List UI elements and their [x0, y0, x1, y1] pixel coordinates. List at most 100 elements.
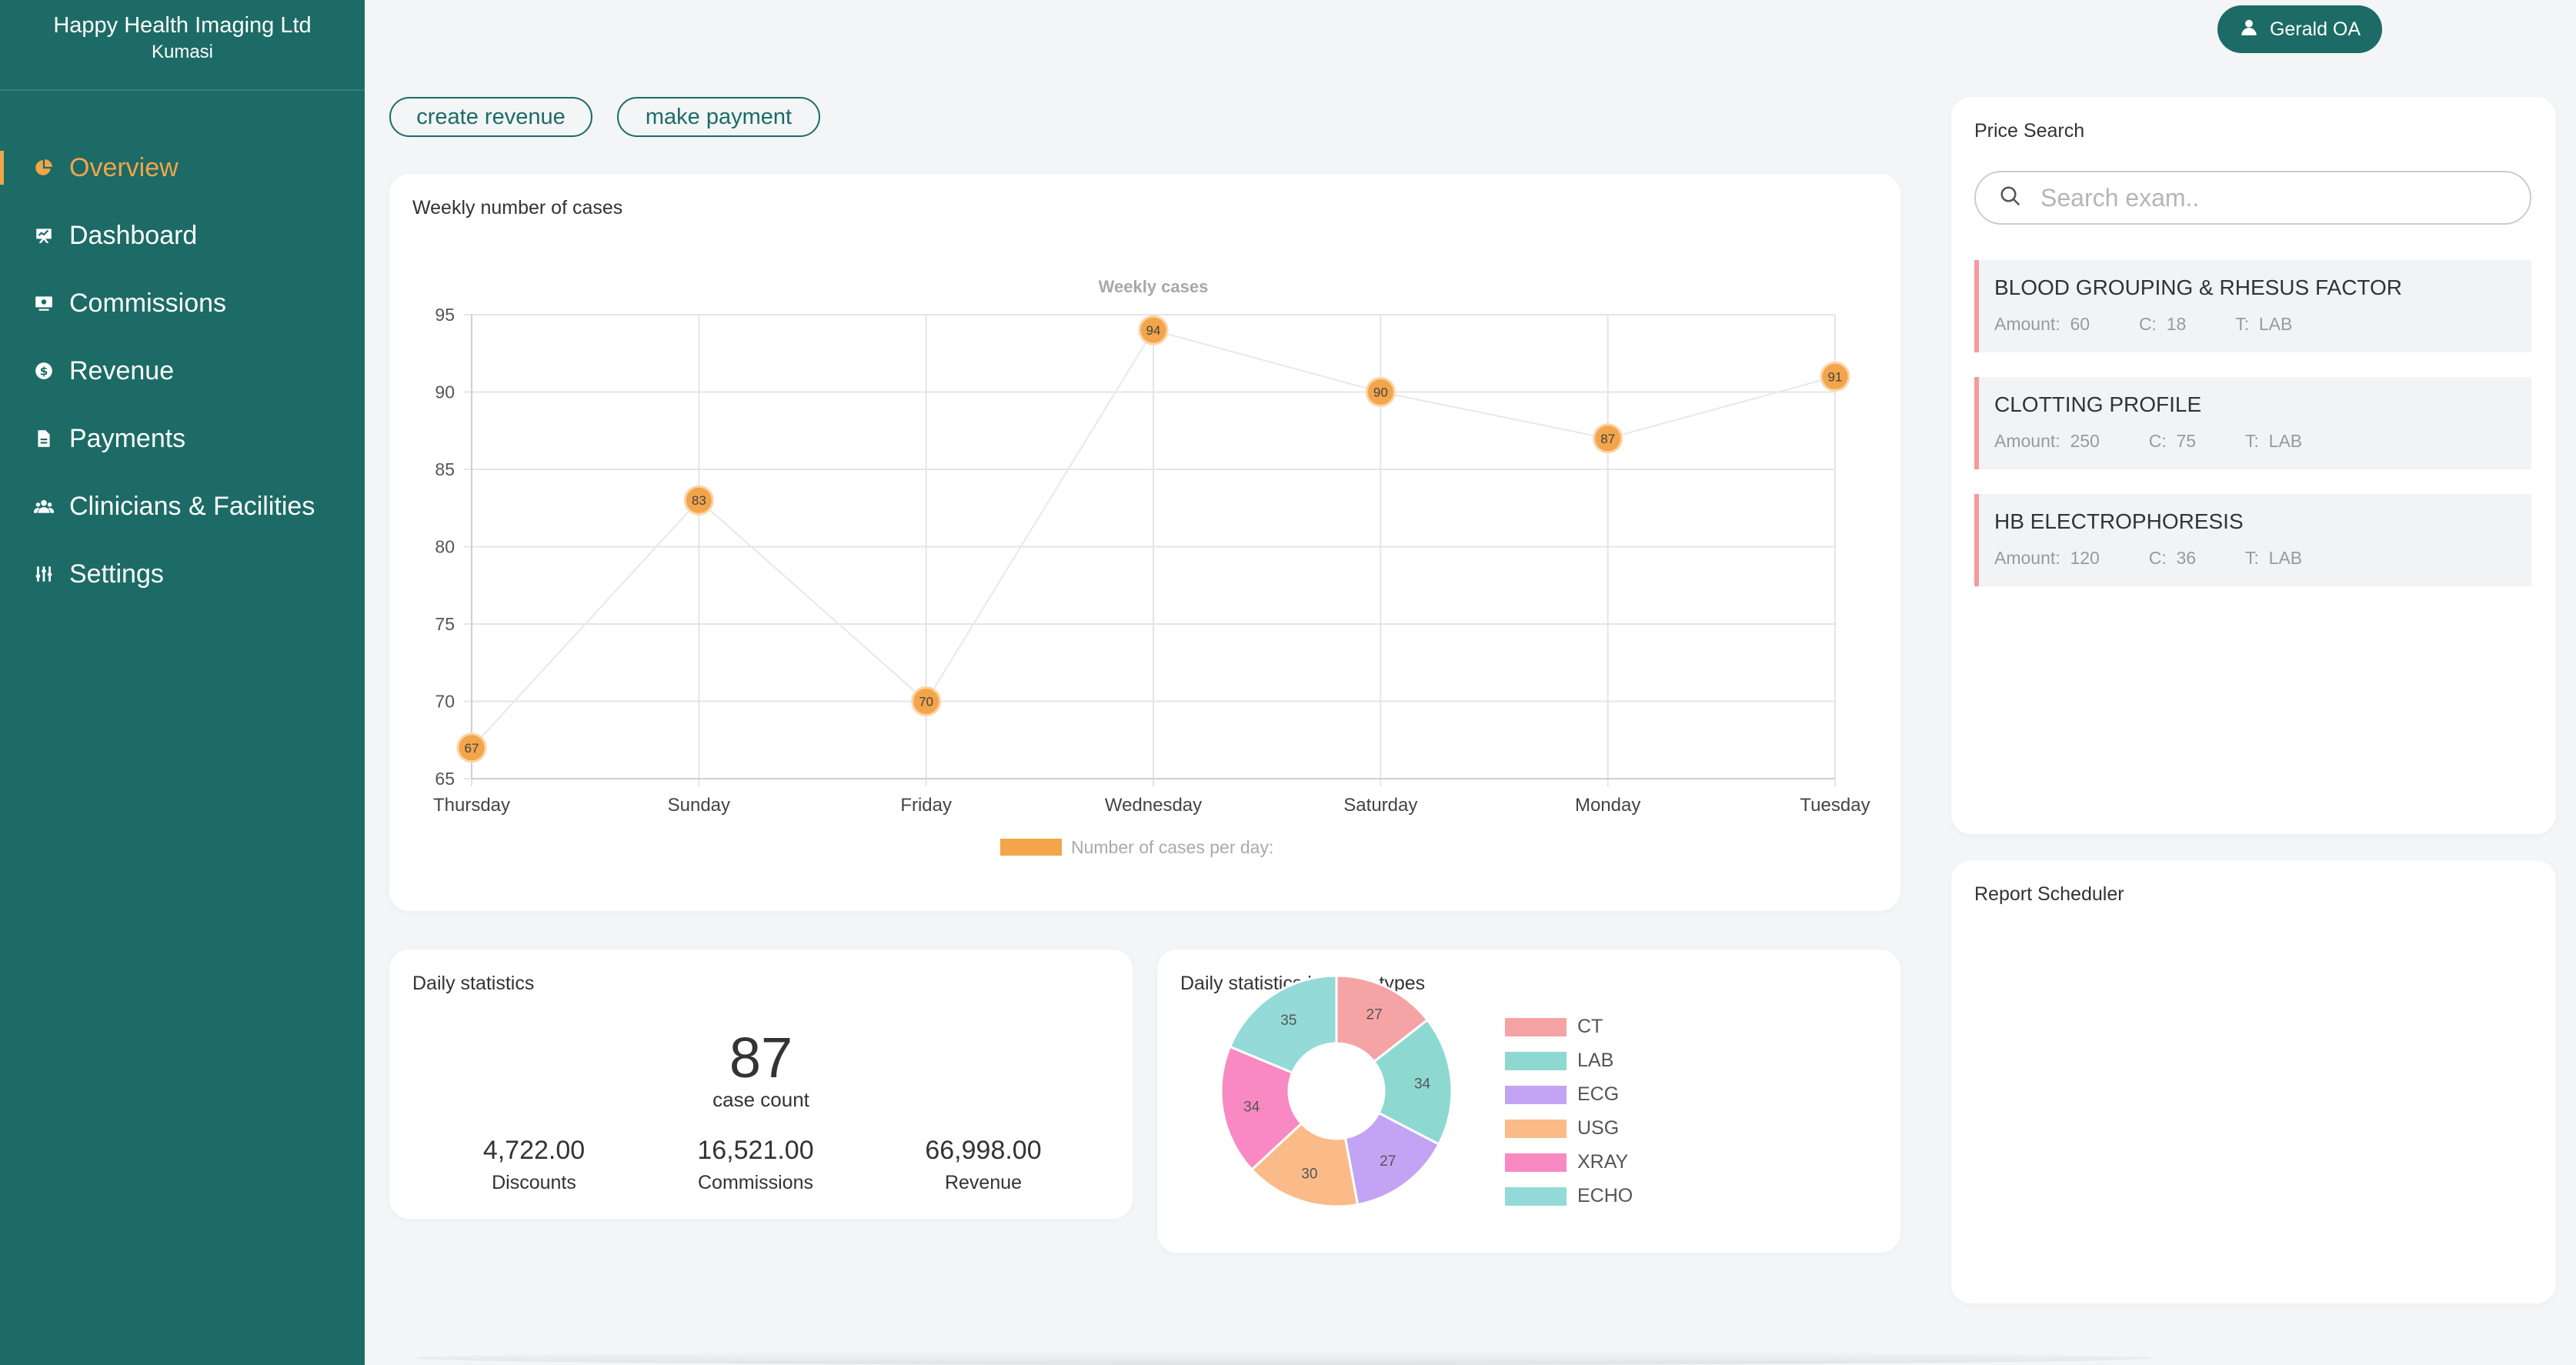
c-value: 36 — [2176, 548, 2197, 568]
pie-slice — [1335, 974, 1430, 1063]
t-label: T: — [2245, 431, 2259, 451]
commissions-stat: 16,521.00 Commissions — [632, 1136, 879, 1194]
search-icon — [1999, 185, 2022, 212]
sidebar-item-payments[interactable]: Payments — [0, 405, 365, 472]
y-tick-label: 65 — [435, 769, 455, 789]
legend-item[interactable]: LAB — [1505, 1050, 1613, 1072]
legend-label: ECG — [1577, 1083, 1620, 1105]
sidebar-item-label: Payments — [69, 423, 186, 453]
daily-statistics-card: Daily statistics 87 case count 4,722.00 … — [389, 949, 1133, 1219]
legend-label: Number of cases per day: — [1071, 837, 1273, 857]
legend-item[interactable]: XRAY — [1505, 1151, 1628, 1173]
sidebar-item-label: Revenue — [69, 355, 175, 385]
exam-name: BLOOD GROUPING & RHESUS FACTOR — [1994, 275, 2403, 299]
c-label: C: — [2148, 431, 2167, 451]
pie-slice — [1228, 974, 1338, 1075]
x-tick-label: Saturday — [1343, 795, 1417, 816]
legend-swatch — [1505, 1119, 1567, 1138]
y-tick-label: 75 — [435, 614, 455, 634]
sidebar-item-label: Settings — [69, 559, 164, 589]
y-tick-label: 80 — [435, 537, 455, 557]
legend-label: XRAY — [1577, 1151, 1629, 1173]
data-label: 91 — [1828, 369, 1843, 384]
legend-label: ECHO — [1577, 1185, 1633, 1206]
y-tick-label: 85 — [435, 459, 455, 479]
legend-item[interactable]: ECHO — [1505, 1185, 1633, 1207]
sidebar-item-revenue[interactable]: $ Revenue — [0, 337, 365, 405]
legend-label: USG — [1577, 1117, 1620, 1139]
card-title: Weekly number of cases — [412, 197, 623, 219]
document-icon — [34, 429, 54, 449]
discounts-stat: 4,722.00 Discounts — [411, 1136, 657, 1194]
slice-label: 27 — [1366, 1006, 1383, 1023]
brand-header: Happy Health Imaging Ltd Kumasi — [0, 0, 365, 91]
legend-item[interactable]: ECG — [1505, 1083, 1619, 1106]
chart-title: Weekly cases — [1099, 277, 1209, 296]
c-value: 18 — [2166, 314, 2187, 334]
c-label: C: — [2148, 548, 2167, 568]
x-tick-label: Friday — [900, 795, 952, 816]
data-label: 70 — [919, 695, 933, 709]
sidebar-item-settings[interactable]: Settings — [0, 540, 365, 608]
sidebar-nav: Overview Dashboard Commissions $ Revenue… — [0, 134, 365, 608]
legend-item[interactable]: CT — [1505, 1016, 1603, 1038]
exam-meta: Amount: 120 C: 36 T: LAB — [1994, 548, 2531, 569]
case-count-label: case count — [712, 1088, 809, 1111]
slice-label: 35 — [1280, 1013, 1296, 1029]
create-revenue-button[interactable]: create revenue — [389, 97, 592, 137]
sidebar-item-label: Overview — [69, 152, 179, 182]
exam-name: CLOTTING PROFILE — [1994, 392, 2202, 416]
case-types-donut-chart: 27 34 27 30 34 35 — [1220, 974, 1453, 1208]
y-tick-label: 70 — [435, 692, 455, 712]
t-value: LAB — [2268, 548, 2303, 568]
monitor-icon — [34, 293, 54, 313]
discounts-label: Discounts — [492, 1172, 576, 1193]
sidebar-item-commissions[interactable]: Commissions — [0, 269, 365, 337]
exam-meta: Amount: 60 C: 18 T: LAB — [1994, 314, 2531, 335]
sidebar-item-label: Commissions — [69, 288, 227, 318]
x-tick-label: Wednesday — [1105, 795, 1202, 816]
user-name: Gerald OA — [2269, 18, 2361, 40]
user-menu-button[interactable]: Gerald OA — [2217, 5, 2382, 53]
revenue-stat: 66,998.00 Revenue — [860, 1136, 1106, 1194]
legend-swatch — [1505, 1017, 1567, 1036]
slice-label: 34 — [1414, 1076, 1431, 1093]
brand-location: Kumasi — [151, 42, 214, 62]
sidebar-item-clinicians-facilities[interactable]: Clinicians & Facilities — [0, 472, 365, 540]
data-label: 67 — [465, 741, 479, 756]
amount-value: 120 — [2070, 548, 2100, 568]
slice-label: 27 — [1380, 1153, 1396, 1170]
make-payment-button[interactable]: make payment — [617, 97, 820, 137]
sidebar-item-label: Clinicians & Facilities — [69, 491, 315, 521]
sidebar-item-dashboard[interactable]: Dashboard — [0, 202, 365, 269]
weekly-cases-card: Weekly number of cases Weekly cases 65 70 7… — [389, 174, 1900, 911]
search-result-item[interactable]: CLOTTING PROFILE Amount: 250 C: 75 T: LA… — [1974, 377, 2531, 469]
data-point — [1138, 315, 1169, 345]
legend-swatch — [1505, 1153, 1567, 1172]
legend-item[interactable]: USG — [1505, 1117, 1619, 1140]
dollar-circle-icon: $ — [34, 361, 54, 381]
revenue-value: 66,998.00 — [925, 1136, 1042, 1165]
legend-swatch — [1505, 1186, 1567, 1206]
sidebar-item-overview[interactable]: Overview — [0, 134, 365, 202]
exam-name: HB ELECTROPHORESIS — [1994, 509, 2244, 533]
card-title: Report Scheduler — [1974, 883, 2124, 905]
amount-value: 250 — [2070, 431, 2100, 451]
slice-label: 30 — [1301, 1166, 1317, 1182]
legend-swatch — [1505, 1085, 1567, 1104]
search-input[interactable] — [2040, 183, 2502, 212]
weekly-cases-chart: Weekly cases 65 70 75 80 85 90 95 Thursday Sunday… — [433, 277, 1870, 857]
card-title: Price Search — [1974, 120, 2085, 142]
sidebar: Happy Health Imaging Ltd Kumasi Overview… — [0, 0, 365, 1365]
pie-chart-icon — [34, 158, 54, 178]
amount-value: 60 — [2070, 314, 2090, 334]
search-box — [1974, 171, 2531, 225]
legend-swatch — [1505, 1051, 1567, 1070]
search-result-item[interactable]: HB ELECTROPHORESIS Amount: 120 C: 36 T: … — [1974, 494, 2531, 586]
data-point — [456, 733, 487, 763]
pie-slice — [1372, 1018, 1453, 1146]
pie-slice — [1250, 1122, 1360, 1208]
search-result-item[interactable]: BLOOD GROUPING & RHESUS FACTOR Amount: 6… — [1974, 260, 2531, 352]
legend-swatch — [1000, 839, 1062, 856]
y-tick-label: 95 — [435, 305, 455, 325]
